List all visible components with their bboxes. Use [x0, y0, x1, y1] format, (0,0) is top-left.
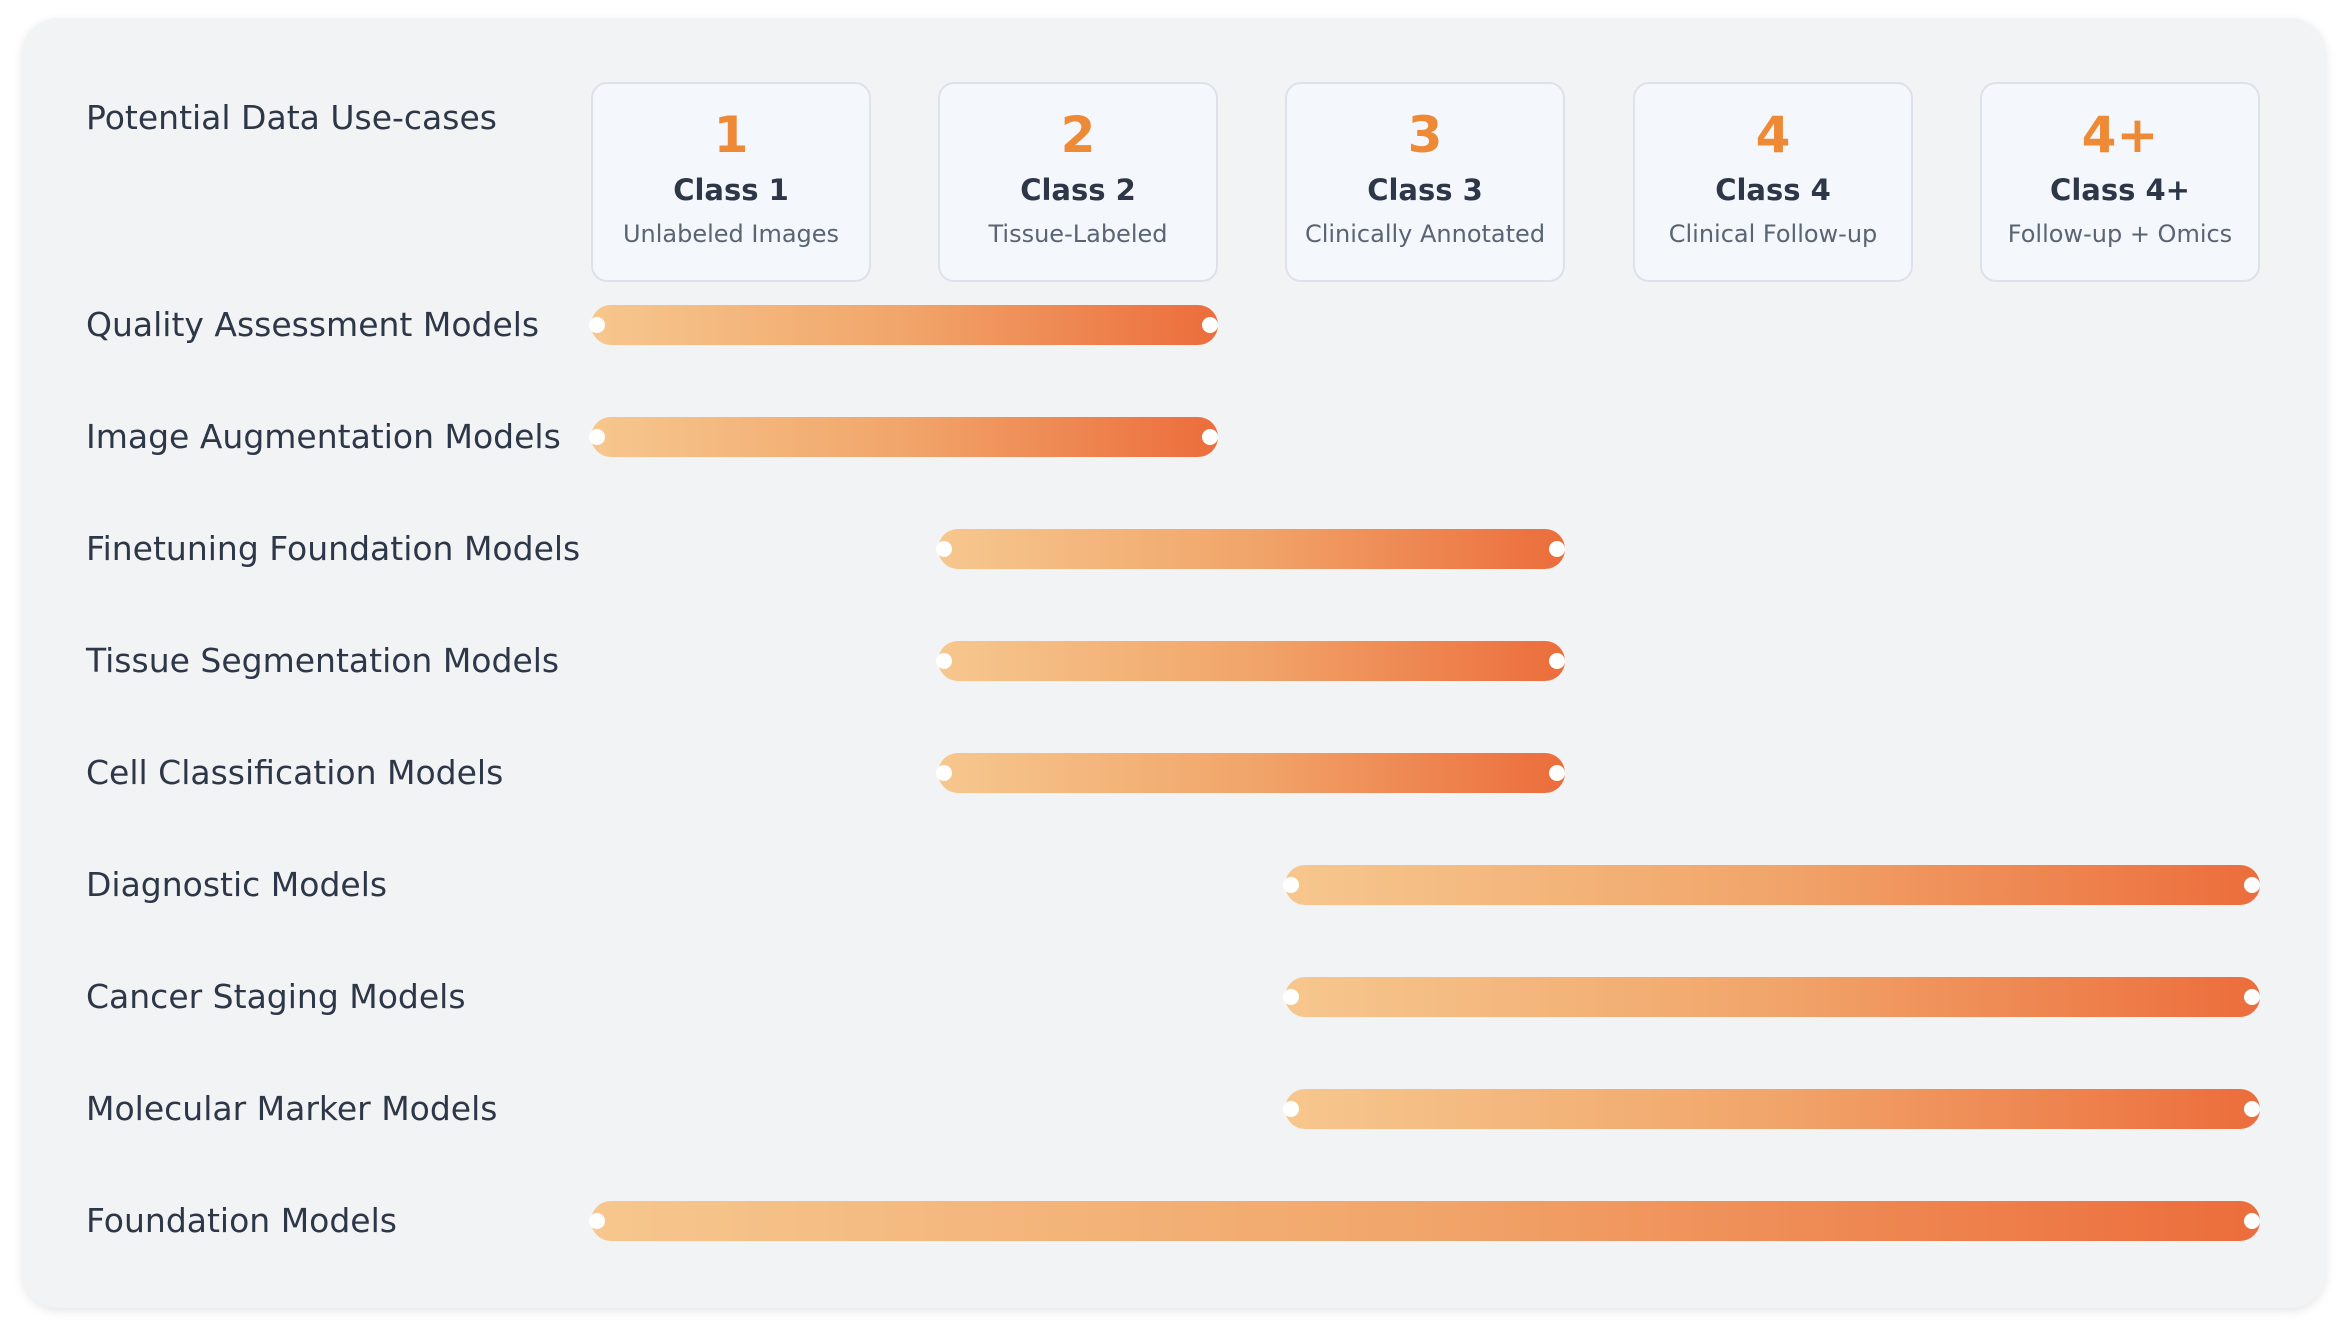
range-end-dot	[1202, 317, 1218, 333]
range-end-dot	[2244, 877, 2260, 893]
range-end-dot	[2244, 1213, 2260, 1229]
class-number: 4	[1755, 106, 1791, 164]
row-label: Cancer Staging Models	[86, 977, 466, 1016]
range-bar	[1283, 865, 2260, 905]
row-label: Foundation Models	[86, 1201, 397, 1240]
class-description: Follow-up + Omics	[2007, 220, 2233, 248]
range-end-dot	[1549, 765, 1565, 781]
range-bar	[589, 1201, 2260, 1241]
range-end-dot	[1549, 653, 1565, 669]
range-bar	[589, 417, 1218, 457]
class-column-2: 2 Class 2 Tissue-Labeled	[938, 82, 1218, 282]
range-bar	[589, 305, 1218, 345]
range-start-dot	[1283, 1101, 1299, 1117]
row-label: Quality Assessment Models	[86, 305, 540, 344]
range-bar	[1283, 1089, 2260, 1129]
range-end-dot	[1202, 429, 1218, 445]
class-column-4: 4 Class 4 Clinical Follow-up	[1633, 82, 1913, 282]
class-column-1: 1 Class 1 Unlabeled Images	[591, 82, 871, 282]
range-start-dot	[589, 429, 605, 445]
row-label: Image Augmentation Models	[86, 417, 561, 456]
range-start-dot	[1283, 989, 1299, 1005]
range-start-dot	[936, 541, 952, 557]
class-name: Class 4+	[2050, 173, 2190, 207]
row-label: Finetuning Foundation Models	[86, 529, 581, 568]
row-label: Molecular Marker Models	[86, 1089, 498, 1128]
range-start-dot	[936, 653, 952, 669]
class-number: 1	[713, 106, 749, 164]
class-description: Tissue-Labeled	[988, 220, 1168, 248]
range-bar	[936, 529, 1565, 569]
range-bar	[1283, 977, 2260, 1017]
range-bar	[936, 641, 1565, 681]
class-description: Clinical Follow-up	[1668, 220, 1878, 248]
class-number: 2	[1060, 106, 1096, 164]
class-name: Class 2	[1020, 173, 1136, 207]
range-start-dot	[589, 1213, 605, 1229]
class-description: Unlabeled Images	[622, 220, 840, 248]
page-title: Potential Data Use-cases	[86, 98, 497, 137]
class-description: Clinically Annotated	[1304, 220, 1546, 248]
range-end-dot	[2244, 989, 2260, 1005]
class-name: Class 1	[673, 173, 789, 207]
class-name: Class 3	[1367, 173, 1483, 207]
range-start-dot	[589, 317, 605, 333]
row-label: Tissue Segmentation Models	[86, 641, 560, 680]
row-label: Cell Classification Models	[86, 753, 504, 792]
class-column-4-plus: 4+ Class 4+ Follow-up + Omics	[1980, 82, 2260, 282]
range-end-dot	[2244, 1101, 2260, 1117]
class-number: 3	[1407, 106, 1443, 164]
class-number: 4+	[2081, 106, 2159, 164]
range-end-dot	[1549, 541, 1565, 557]
class-name: Class 4	[1715, 173, 1831, 207]
range-bar	[936, 753, 1565, 793]
range-start-dot	[936, 765, 952, 781]
class-column-3: 3 Class 3 Clinically Annotated	[1285, 82, 1565, 282]
range-start-dot	[1283, 877, 1299, 893]
row-label: Diagnostic Models	[86, 865, 388, 904]
